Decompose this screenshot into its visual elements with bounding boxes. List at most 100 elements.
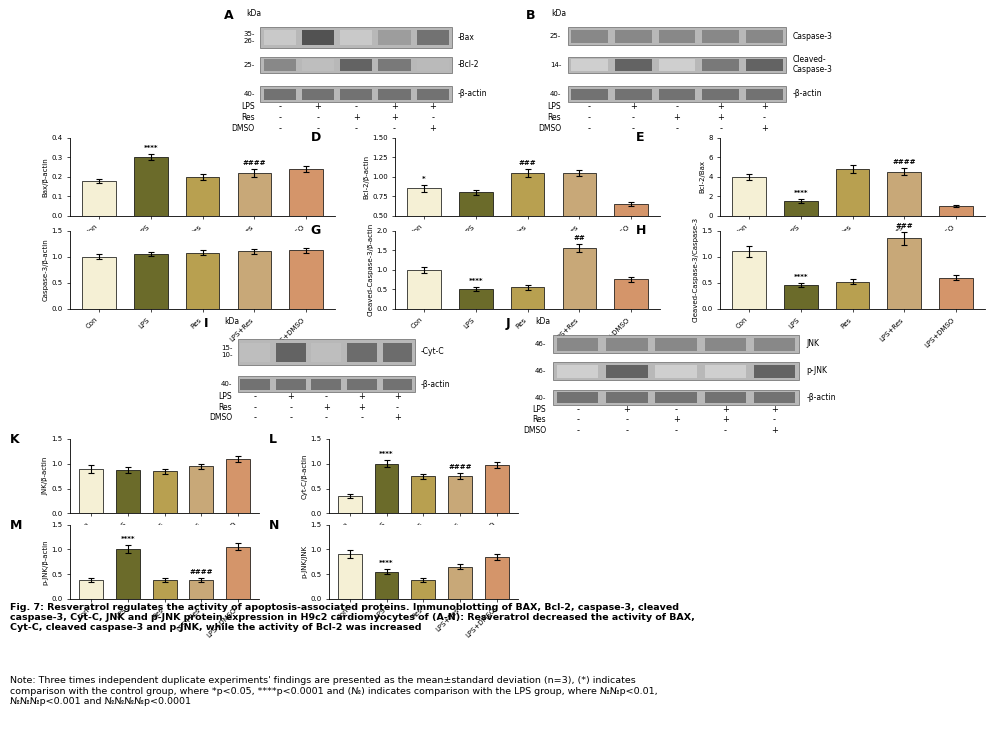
Text: +: + [722, 415, 729, 425]
Bar [189, 580, 213, 599]
Text: +: + [391, 103, 398, 112]
Text: -: - [632, 124, 635, 133]
Bar [347, 379, 377, 391]
Text: LPS: LPS [533, 405, 546, 414]
Text: G: G [311, 225, 321, 237]
Text: -: - [674, 405, 677, 414]
Text: -: - [317, 124, 320, 133]
Bar [940, 206, 973, 216]
Bar [940, 278, 973, 309]
Bar [733, 177, 766, 216]
Bar [448, 476, 472, 513]
Bar [240, 379, 270, 391]
Bar [702, 59, 739, 71]
Text: 25-: 25- [550, 33, 561, 39]
Bar [302, 31, 334, 45]
Text: A: A [224, 9, 233, 22]
Bar [260, 57, 452, 72]
Text: -: - [675, 103, 678, 112]
Bar [417, 59, 449, 71]
Text: 40-: 40- [535, 394, 546, 400]
Text: kDa: kDa [246, 9, 261, 18]
Text: kDa: kDa [224, 318, 239, 327]
Bar [312, 379, 342, 391]
Bar [557, 365, 598, 377]
Text: ####: #### [190, 569, 213, 575]
Bar [705, 338, 746, 351]
Text: I: I [204, 318, 208, 330]
Bar [302, 89, 334, 100]
Bar [754, 338, 795, 351]
Text: -: - [588, 103, 591, 112]
Text: +: + [623, 405, 630, 414]
Text: -: - [576, 405, 579, 414]
Bar [276, 379, 306, 391]
Text: +: + [359, 403, 366, 411]
Text: -: - [317, 113, 320, 123]
Y-axis label: Caspase-3/β-actin: Caspase-3/β-actin [42, 238, 48, 301]
Bar [302, 59, 334, 71]
Bar [79, 469, 103, 513]
Bar [485, 465, 509, 513]
Bar [557, 338, 598, 351]
Bar [658, 89, 695, 100]
Bar [338, 554, 362, 599]
Text: -: - [763, 113, 766, 123]
Bar [383, 343, 412, 362]
Text: -: - [625, 415, 628, 425]
Bar [754, 365, 795, 377]
Bar [836, 169, 869, 216]
Bar [571, 59, 608, 71]
Text: DMSO: DMSO [232, 124, 255, 133]
Bar [553, 362, 799, 379]
Bar [655, 338, 696, 351]
Bar [240, 343, 270, 362]
Bar [153, 471, 177, 513]
Text: M: M [10, 519, 22, 531]
Text: K: K [10, 433, 20, 446]
Bar [378, 31, 410, 45]
Text: -: - [720, 124, 723, 133]
Text: 46-: 46- [535, 341, 546, 347]
Bar [746, 59, 783, 71]
Text: +: + [771, 405, 778, 414]
Bar [615, 59, 651, 71]
Text: -: - [361, 413, 364, 422]
Bar [407, 270, 441, 309]
Text: ****: **** [379, 560, 394, 566]
Bar [887, 238, 922, 309]
Bar [134, 254, 168, 309]
Text: +: + [673, 113, 680, 123]
Text: Res: Res [219, 403, 232, 411]
Text: ****: **** [379, 452, 394, 458]
Bar [784, 201, 818, 216]
Text: p-JNK: p-JNK [806, 367, 827, 376]
Text: -: - [254, 403, 257, 411]
Text: +: + [315, 103, 322, 112]
Bar [237, 339, 415, 365]
Text: -: - [431, 113, 434, 123]
Bar [658, 59, 695, 71]
Text: 25-: 25- [243, 62, 255, 68]
Text: +: + [718, 113, 725, 123]
Bar [606, 392, 647, 403]
Bar [411, 476, 435, 513]
Bar [485, 557, 509, 599]
Bar [340, 31, 372, 45]
Text: -: - [393, 124, 396, 133]
Text: Res: Res [241, 113, 255, 123]
Bar [553, 335, 799, 353]
Text: +: + [323, 403, 330, 411]
Text: ####: #### [242, 160, 266, 166]
Text: ****: **** [468, 278, 483, 284]
Text: -: - [632, 113, 635, 123]
Bar [571, 30, 608, 43]
Text: B: B [526, 9, 536, 22]
Text: -Bcl-2: -Bcl-2 [457, 60, 479, 69]
Bar [134, 157, 168, 216]
Text: N: N [268, 519, 279, 531]
Bar [417, 89, 449, 100]
Text: +: + [718, 103, 725, 112]
Y-axis label: p-JNK/JNK: p-JNK/JNK [302, 545, 308, 578]
Text: +: + [672, 415, 679, 425]
